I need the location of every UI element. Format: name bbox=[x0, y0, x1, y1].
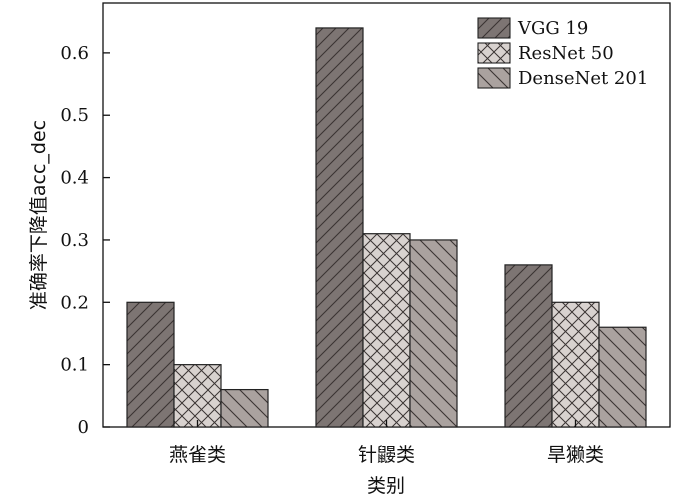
bar-3-3 bbox=[598, 326, 647, 428]
y-tick-label: 0.6 bbox=[60, 43, 89, 64]
legend-swatch bbox=[477, 67, 511, 89]
legend-label: DenseNet 201 bbox=[518, 68, 648, 89]
y-axis-title: 准确率下降值acc_dec bbox=[28, 120, 50, 310]
bar-2-3 bbox=[551, 301, 600, 428]
legend-label: ResNet 50 bbox=[518, 43, 614, 64]
x-tick-label: 针鼹类 bbox=[358, 444, 415, 466]
bar-3-2 bbox=[409, 239, 458, 428]
bars-group bbox=[126, 27, 647, 428]
y-axis: 0 0.1 0.2 0.3 0.4 0.5 0.6 bbox=[60, 43, 110, 438]
legend-swatch bbox=[477, 42, 511, 64]
y-tick-label: 0.4 bbox=[60, 168, 89, 189]
x-axis-title: 类别 bbox=[367, 475, 405, 497]
bar-2-2 bbox=[362, 233, 411, 428]
y-tick-label: 0 bbox=[78, 417, 89, 438]
y-tick-label: 0.5 bbox=[60, 105, 89, 126]
x-tick-label: 燕雀类 bbox=[169, 444, 226, 466]
bar-2-1 bbox=[173, 364, 222, 428]
y-tick-label: 0.3 bbox=[60, 230, 89, 251]
x-tick-label: 旱獭类 bbox=[547, 444, 604, 466]
x-axis: 燕雀类 针鼹类 旱獭类 bbox=[169, 420, 604, 466]
legend-label: VGG 19 bbox=[517, 18, 588, 39]
y-tick-label: 0.2 bbox=[60, 292, 89, 313]
legend-swatch bbox=[477, 17, 511, 39]
bar-1-1 bbox=[126, 301, 175, 428]
bar-3-1 bbox=[220, 388, 269, 428]
bar-1-2 bbox=[315, 27, 364, 428]
y-tick-label: 0.1 bbox=[60, 355, 89, 376]
legend: VGG 19 ResNet 50 DenseNet 201 bbox=[477, 17, 648, 89]
bar-1-3 bbox=[504, 264, 553, 428]
